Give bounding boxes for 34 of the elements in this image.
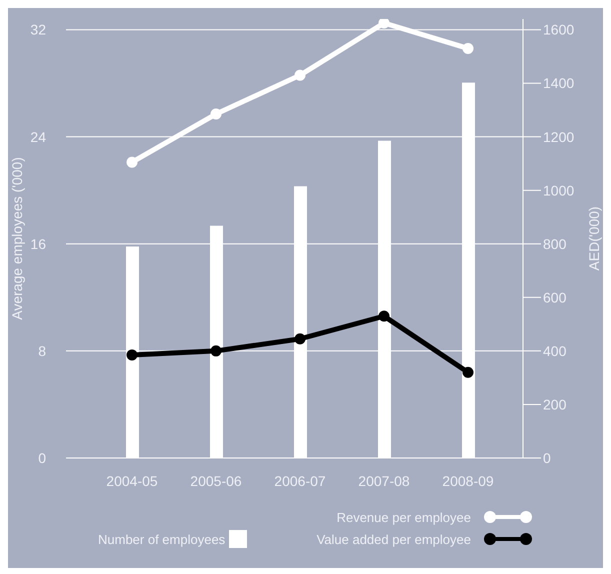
- point: [210, 345, 222, 356]
- point: [294, 333, 306, 344]
- point: [462, 366, 474, 378]
- y-tick-label: 0: [38, 450, 46, 466]
- y2-tick-label: 800: [543, 236, 567, 252]
- point: [462, 42, 474, 54]
- y2-tick-label: 200: [543, 396, 567, 412]
- y2-tick-label: 0: [543, 450, 551, 466]
- y2-axis-title: AED('000): [586, 206, 602, 271]
- y2-tick-label: 600: [543, 289, 567, 306]
- point: [126, 349, 138, 360]
- legend-label: Number of employees: [98, 532, 226, 546]
- point: [126, 156, 138, 168]
- legend-label: Value added per employee: [316, 532, 471, 546]
- point: [210, 108, 222, 120]
- y-axis-title: Average employees ('000): [8, 157, 25, 320]
- y2-tick-label: 1600: [543, 22, 574, 38]
- x-tick-label: 2004-05: [106, 472, 158, 489]
- x-tick-label: 2006-07: [274, 472, 326, 489]
- x-tick-label: 2007-08: [358, 472, 410, 489]
- point: [378, 310, 390, 322]
- y2-tick-label: 1400: [543, 75, 574, 92]
- legend-label: Revenue per employee: [336, 510, 471, 524]
- point: [378, 19, 390, 29]
- y-tick-label: 16: [30, 236, 46, 252]
- x-tick-label: 2008-09: [442, 472, 494, 489]
- point: [294, 70, 306, 81]
- y-tick-label: 24: [30, 128, 46, 145]
- y2-tick-label: 1000: [543, 182, 574, 198]
- y2-tick-label: 400: [543, 342, 567, 359]
- x-tick-label: 2005-06: [190, 472, 242, 489]
- y2-tick-label: 1200: [543, 128, 574, 145]
- y-tick-label: 8: [38, 342, 46, 359]
- y-tick-label: 32: [30, 22, 46, 38]
